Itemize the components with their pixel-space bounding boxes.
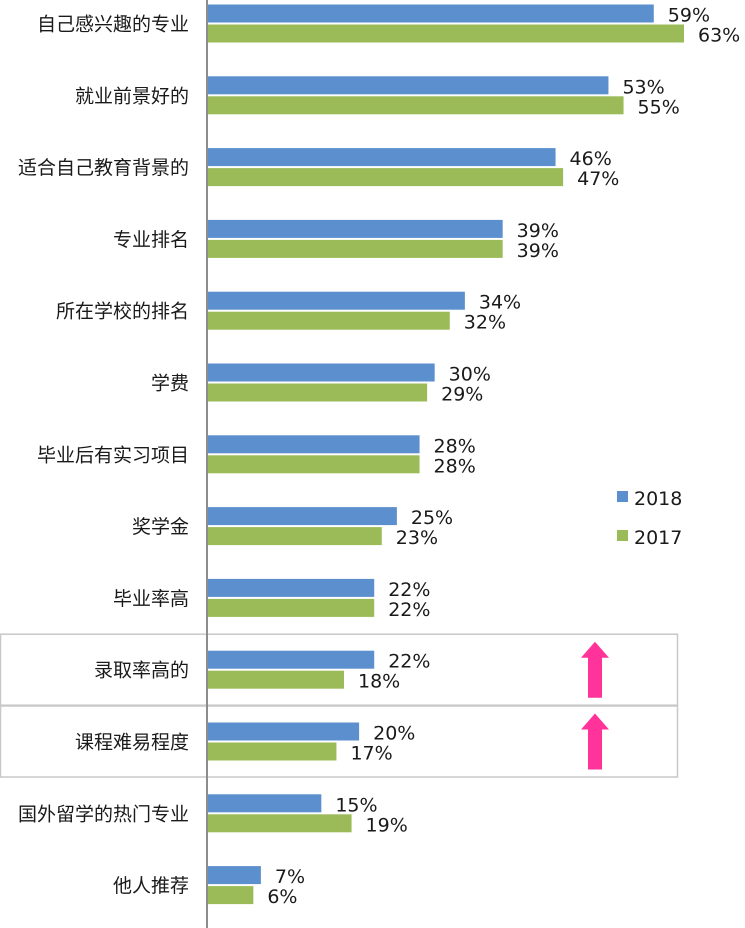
value-label-2018: 28% bbox=[434, 435, 476, 457]
legend-swatch-2017 bbox=[617, 530, 628, 541]
bar-2017 bbox=[208, 886, 254, 905]
category-label: 适合自己教育背景的 bbox=[18, 157, 189, 179]
bar-2018 bbox=[208, 363, 435, 382]
bar-2017 bbox=[208, 455, 420, 474]
legend-label-2018: 2018 bbox=[634, 488, 682, 510]
bar-2018 bbox=[208, 722, 360, 741]
value-label-2018: 46% bbox=[570, 148, 612, 170]
category-label: 专业排名 bbox=[113, 229, 189, 251]
category-label: 毕业率高 bbox=[113, 588, 189, 610]
highlight-box-10 bbox=[0, 705, 679, 778]
bar-2018 bbox=[208, 794, 322, 813]
value-label-2017: 22% bbox=[388, 599, 430, 621]
bar-2018 bbox=[208, 148, 556, 167]
value-label-2017: 63% bbox=[698, 25, 740, 47]
value-label-2018: 34% bbox=[479, 292, 521, 314]
legend-label-2017: 2017 bbox=[634, 527, 682, 549]
bar-2017 bbox=[208, 670, 344, 689]
bar-2017 bbox=[208, 239, 503, 258]
bar-2018 bbox=[208, 578, 375, 597]
category-label: 奖学金 bbox=[132, 516, 189, 538]
value-label-2017: 39% bbox=[517, 240, 559, 262]
category-label: 国外留学的热门专业 bbox=[18, 803, 189, 825]
value-label-2018: 20% bbox=[373, 723, 415, 745]
value-label-2018: 59% bbox=[668, 5, 710, 27]
bar-2018 bbox=[208, 291, 465, 310]
labels: 自己感兴趣的专业 59%63% 就业前景好的 53%55% 适合自己教育背景的 46%47… bbox=[18, 5, 740, 909]
category-label: 毕业后有实习项目 bbox=[37, 444, 189, 466]
bar-2018 bbox=[208, 866, 261, 885]
bar-2018 bbox=[208, 76, 609, 95]
value-label-2018: 15% bbox=[335, 794, 377, 816]
category-label: 自己感兴趣的专业 bbox=[37, 14, 189, 36]
category-label: 课程难易程度 bbox=[75, 732, 189, 754]
value-label-2017: 29% bbox=[441, 384, 483, 406]
category-label: 他人推荐 bbox=[113, 875, 189, 897]
value-label-2017: 17% bbox=[350, 743, 392, 765]
bar-2018 bbox=[208, 650, 375, 669]
category-label: 学费 bbox=[151, 373, 189, 395]
bar-2018 bbox=[208, 4, 654, 23]
bars bbox=[208, 4, 684, 905]
legend: 2018 2017 bbox=[617, 488, 682, 549]
up-arrow-icon bbox=[581, 641, 609, 698]
value-label-2018: 25% bbox=[411, 507, 453, 529]
value-label-2018: 39% bbox=[517, 220, 559, 242]
value-label-2017: 23% bbox=[396, 527, 438, 549]
bar-2017 bbox=[208, 742, 337, 761]
value-label-2017: 6% bbox=[267, 886, 297, 908]
bar-2017 bbox=[208, 814, 352, 833]
value-label-2017: 32% bbox=[464, 312, 506, 334]
category-label: 就业前景好的 bbox=[75, 85, 189, 107]
bar-2017 bbox=[208, 168, 564, 187]
value-label-2017: 55% bbox=[638, 96, 680, 118]
category-label: 所在学校的排名 bbox=[56, 301, 189, 323]
bar-2017 bbox=[208, 598, 375, 617]
value-label-2017: 28% bbox=[434, 455, 476, 477]
value-label-2018: 30% bbox=[449, 364, 491, 386]
bar-2018 bbox=[208, 507, 397, 526]
category-label: 录取率高的 bbox=[94, 660, 189, 682]
bar-2017 bbox=[208, 96, 624, 115]
annotation-arrows bbox=[581, 641, 609, 770]
value-label-2018: 22% bbox=[388, 651, 430, 673]
value-label-2018: 7% bbox=[275, 866, 305, 888]
bar-2017 bbox=[208, 383, 428, 402]
bar-2017 bbox=[208, 311, 450, 330]
up-arrow-icon bbox=[581, 713, 609, 770]
value-label-2018: 53% bbox=[622, 76, 664, 98]
value-label-2017: 47% bbox=[577, 168, 619, 190]
legend-swatch-2018 bbox=[617, 491, 628, 502]
bar-2017 bbox=[208, 24, 684, 43]
highlight-box-9 bbox=[0, 633, 679, 706]
highlight-boxes bbox=[0, 633, 679, 778]
bar-2017 bbox=[208, 527, 382, 546]
value-label-2018: 22% bbox=[388, 579, 430, 601]
value-label-2017: 19% bbox=[366, 814, 408, 836]
value-label-2017: 18% bbox=[358, 671, 400, 693]
bar-2018 bbox=[208, 219, 503, 238]
bar-2018 bbox=[208, 435, 420, 454]
